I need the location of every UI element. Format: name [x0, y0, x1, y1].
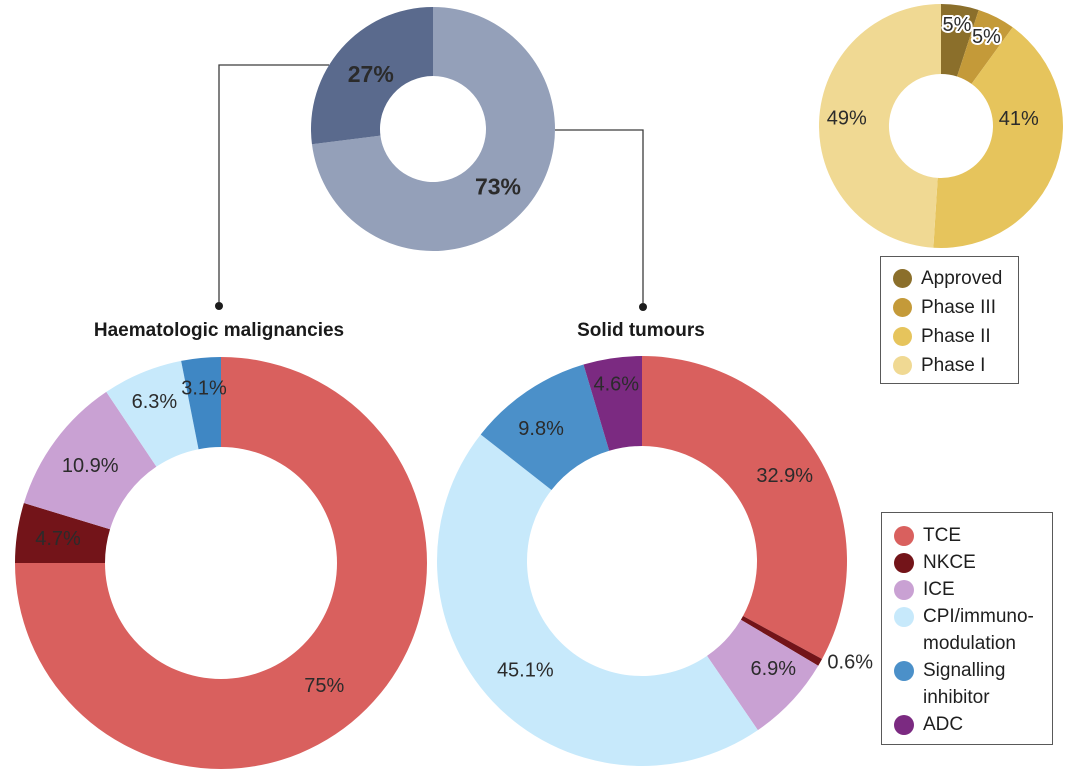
phases-slice-approved — [941, 4, 979, 77]
modality-legend: TCE NKCE ICE CPI/immuno-modulation Signallin… — [881, 512, 1053, 745]
overview-label-solid-tumours: 73% — [475, 173, 521, 199]
ice-swatch-icon — [894, 579, 914, 600]
phases-slice-phase-i — [818, 3, 941, 248]
legend-item-approved: Approved — [893, 264, 1018, 293]
haematologic-label-tce: 75% — [304, 675, 344, 697]
tce-label: TCE — [923, 525, 961, 546]
legend-item-nkce: NKCE — [894, 549, 1052, 576]
phase-i-swatch-icon — [893, 356, 912, 375]
nkce-label: NKCE — [923, 552, 976, 573]
haematologic-label-signalling-inhibitor: 3.1% — [181, 378, 227, 400]
signalling-inhibitor-label: Signalling inhibitor — [923, 660, 1006, 708]
phase-i-label: Phase I — [921, 355, 986, 376]
haematologic-slice-tce — [15, 357, 427, 769]
donut-phases: 5%5% 41% 49% — [818, 3, 1064, 249]
haematologic-label-nkce: 4.7% — [35, 528, 81, 550]
phase-iii-swatch-icon — [893, 298, 912, 317]
haematologic-slice-cpi-immuno-modulation — [106, 360, 199, 467]
connector-line-haematologic — [218, 64, 329, 302]
legend-item-phase-i: Phase I — [893, 351, 1018, 380]
phases-label-phase-i: 49% — [827, 107, 867, 129]
signalling-inhibitor-swatch-icon — [894, 660, 914, 681]
phase-iii-label: Phase III — [921, 297, 996, 318]
phases-label-approved: 5% — [943, 14, 972, 36]
phases-label-phase-ii: 41% — [999, 108, 1039, 130]
phases-slice-phase-ii — [933, 27, 1064, 249]
connector-dot-solid — [639, 303, 647, 311]
legend-item-phase-ii: Phase II — [893, 322, 1018, 351]
adc-swatch-icon — [894, 714, 914, 735]
solid-label-tce: 32.9% — [756, 465, 813, 487]
legend-item-phase-iii: Phase III — [893, 293, 1018, 322]
legend-item-adc: ADC — [894, 711, 1052, 738]
solid-label-cpi-immuno-modulation: 45.1% — [497, 659, 554, 681]
legend-item-tce: TCE — [894, 522, 1052, 549]
solid-slice-adc — [583, 356, 642, 451]
solid-slice-signalling-inhibitor — [480, 364, 610, 491]
solid-slice-tce — [642, 356, 848, 659]
cpi-immuno-modulation-label: CPI/immuno-modulation — [923, 606, 1034, 654]
solid-tumours-title: Solid tumours — [577, 320, 705, 341]
connector-line-solid — [555, 129, 644, 303]
solid-slice-nkce — [740, 615, 823, 666]
connector-dot-haematologic — [215, 302, 223, 310]
legend-item-cpi-immuno-modulation: CPI/immuno-modulation — [894, 603, 1052, 657]
phase-legend: Approved Phase III Phase II Phase I — [880, 256, 1019, 384]
donut-solid: 32.9% 0.6% 6.9% 45.1% 9.8% 4.6% — [436, 356, 873, 767]
phases-label-phase-iii: 5% — [972, 26, 1001, 48]
legend-item-ice: ICE — [894, 576, 1052, 603]
solid-label-signalling-inhibitor: 9.8% — [518, 418, 564, 440]
haematologic-slice-signalling-inhibitor — [181, 357, 221, 450]
solid-label-adc: 4.6% — [594, 374, 640, 396]
phases-slice-phase-iii — [957, 9, 1013, 84]
cpi-immuno-modulation-swatch-icon — [894, 606, 914, 627]
ice-label: ICE — [923, 579, 955, 600]
overview-label-haematologic-malignancies: 27% — [348, 61, 394, 87]
donut-overview: 73% 27% — [310, 7, 555, 252]
solid-label-nkce: 0.6% — [827, 652, 873, 674]
phase-ii-label: Phase II — [921, 326, 991, 347]
connector-haematologic — [215, 64, 329, 310]
approved-swatch-icon — [893, 269, 912, 288]
haematologic-label-ice: 10.9% — [62, 455, 119, 477]
connector-solid — [555, 129, 647, 311]
legend-item-signalling-inhibitor: Signalling inhibitor — [894, 657, 1052, 711]
tce-swatch-icon — [894, 525, 914, 546]
haematologic-title: Haematologic malignancies — [93, 320, 345, 341]
overview-slice-haematologic-malignancies — [310, 7, 433, 145]
donut-charts: 73% 27% 5%5% 41% 49% 75% 4.7% 10.9% 6.3%3.1% 32.9… — [15, 3, 1064, 769]
haematologic-label-cpi-immuno-modulation: 6.3% — [132, 391, 178, 413]
donut-haematologic: 75% 4.7% 10.9% 6.3%3.1% — [15, 357, 427, 769]
solid-slice-ice — [707, 619, 819, 731]
haematologic-slice-ice — [23, 391, 157, 530]
adc-label: ADC — [923, 714, 964, 735]
solid-label-ice: 6.9% — [751, 658, 797, 680]
solid-slice-cpi-immuno-modulation — [436, 434, 758, 767]
haematologic-slice-nkce — [15, 503, 111, 563]
phase-ii-swatch-icon — [893, 327, 912, 346]
overview-slice-solid-tumours — [311, 7, 555, 252]
nkce-swatch-icon — [894, 552, 914, 573]
approved-label: Approved — [921, 268, 1003, 289]
